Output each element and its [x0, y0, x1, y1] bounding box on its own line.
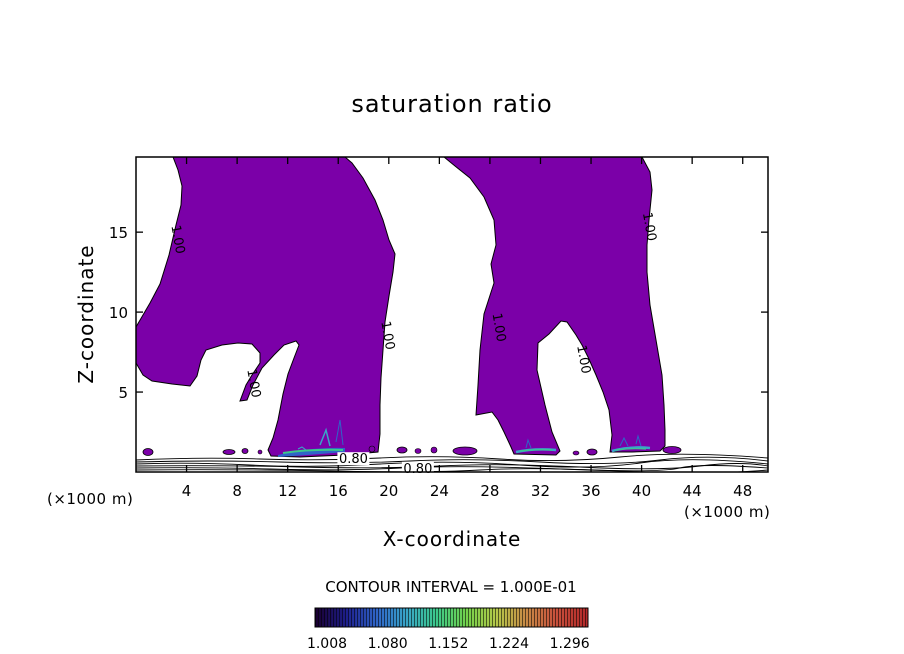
plot-frame [135, 156, 769, 473]
contour-labels: 1.00 1.00 1.00 1.00 1.00 1.00 0.80 0.80 [167, 211, 658, 477]
x-tick-label: 36 [581, 482, 600, 500]
chart-title: saturation ratio [351, 90, 552, 118]
colorbar-tick-label: 1.080 [368, 636, 408, 652]
y-tick-label: 10 [109, 304, 128, 322]
colorbar-tick-label: 1.008 [307, 636, 347, 652]
contour-label-background [337, 452, 370, 466]
blob [662, 446, 682, 454]
contour-label: 1.00 [639, 211, 659, 242]
colorbar-tick-label: 1.224 [489, 636, 529, 652]
colorbar-tick-label: 1.296 [550, 636, 590, 652]
high-ratio-streaks [278, 419, 651, 457]
y-tick-label: 15 [109, 224, 128, 242]
x-axis: 4 8 12 16 20 24 28 32 36 40 44 48 [182, 157, 752, 500]
colorbar-hatch [315, 608, 588, 627]
y-unit-label: (×1000 m) [47, 490, 133, 508]
x-tick-label: 48 [733, 482, 752, 500]
contour-label: 1.00 [377, 320, 397, 351]
x-tick-label: 40 [632, 482, 651, 500]
x-tick-label: 12 [278, 482, 297, 500]
blob [368, 445, 376, 453]
x-tick-label: 24 [430, 482, 449, 500]
x-tick-label: 28 [480, 482, 499, 500]
blob [572, 450, 580, 456]
plot-area [136, 157, 768, 472]
blob [142, 448, 154, 456]
contour-label: 0.80 [403, 462, 432, 477]
blob [430, 446, 438, 454]
colorbar [314, 607, 589, 628]
blob [241, 448, 249, 454]
blob [222, 449, 236, 455]
contour-label: 1.00 [243, 368, 263, 399]
contour-label: 1.00 [167, 224, 187, 255]
x-unit-label: (×1000 m) [684, 503, 770, 521]
blob [586, 448, 598, 456]
blob [452, 446, 478, 456]
blob [414, 448, 422, 454]
x-axis-label: X-coordinate [383, 527, 522, 551]
colorbar-tick-label: 1.152 [428, 636, 468, 652]
x-tick-label: 44 [683, 482, 702, 500]
supersaturation-region-left [136, 157, 396, 458]
supersaturation-region-right [443, 157, 666, 456]
contour-label: 1.00 [573, 344, 593, 375]
y-axis: 5 10 15 [109, 224, 768, 402]
colorbar-frame [314, 607, 589, 628]
y-tick-label: 5 [118, 384, 128, 402]
x-tick-label: 20 [379, 482, 398, 500]
contour-label: 1.00 [489, 312, 509, 343]
x-tick-label: 8 [232, 482, 242, 500]
contour-interval-label: CONTOUR INTERVAL = 1.000E-01 [325, 578, 576, 596]
x-tick-label: 16 [329, 482, 348, 500]
subsaturation-contours [136, 453, 768, 472]
blob [396, 446, 408, 454]
y-axis-label: Z-coordinate [74, 244, 98, 383]
contour-label: 0.80 [339, 452, 368, 467]
x-tick-label: 32 [531, 482, 550, 500]
colorbar-labels: 1.008 1.080 1.152 1.224 1.296 [307, 636, 590, 652]
x-tick-label: 4 [182, 482, 192, 500]
blob [257, 449, 263, 455]
